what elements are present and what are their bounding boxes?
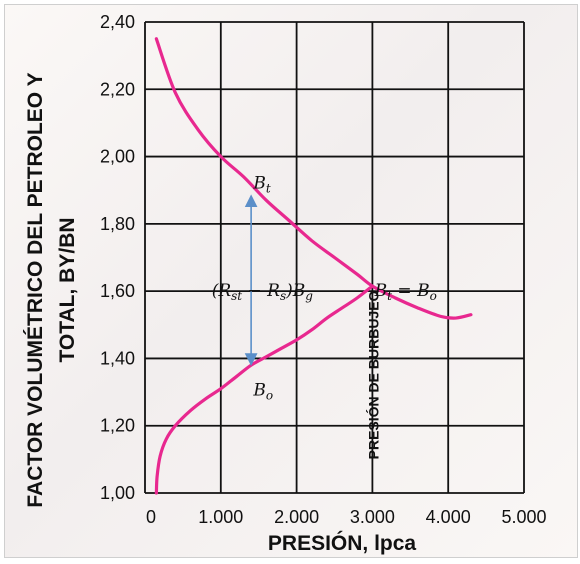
y-tick-label: 1,80 (100, 214, 135, 234)
y-tick-label: 1,60 (100, 281, 135, 301)
bt-label: Bt (252, 174, 270, 196)
x-tick-label: 3.000 (350, 507, 395, 527)
y-tick-label: 2,20 (100, 79, 135, 99)
series-line-2 (154, 284, 374, 495)
bubble-point-label: PRESIÓN DE BURBUJEO (364, 290, 381, 459)
y-axis-label-line1: FACTOR VOLUMÉTRICO DEL PETROLEO Y (24, 72, 47, 507)
x-axis-label: PRESIÓN, lpca (268, 531, 417, 555)
y-tick-label: 2,00 (100, 147, 135, 167)
y-tick-label: 2,40 (100, 12, 135, 32)
y-tick-label: 1,00 (100, 483, 135, 503)
tick-labels: 0 1.000 2.000 3.000 4.000 5.000 1,00 1,20 1,40 1,… (100, 12, 547, 527)
grid (144, 21, 525, 494)
bt-equals-bo-label: Bt = Bo (374, 281, 437, 303)
y-axis-label-line2: TOTAL, BY/BN (56, 217, 79, 362)
chart-frame (4, 4, 578, 558)
x-tick-label: 4.000 (426, 507, 471, 527)
x-tick-label: 1.000 (198, 507, 243, 527)
x-tick-label: 5.000 (501, 507, 546, 527)
x-tick-label: 2.000 (274, 507, 319, 527)
series-group (154, 37, 473, 495)
bo-label: Bo (252, 380, 273, 402)
y-tick-label: 1,20 (100, 416, 135, 436)
difference-label: (Rst − Rs)Bg (212, 281, 314, 303)
x-tick-label: 0 (146, 507, 156, 527)
y-tick-label: 1,40 (100, 348, 135, 368)
series-line-1 (154, 37, 473, 320)
